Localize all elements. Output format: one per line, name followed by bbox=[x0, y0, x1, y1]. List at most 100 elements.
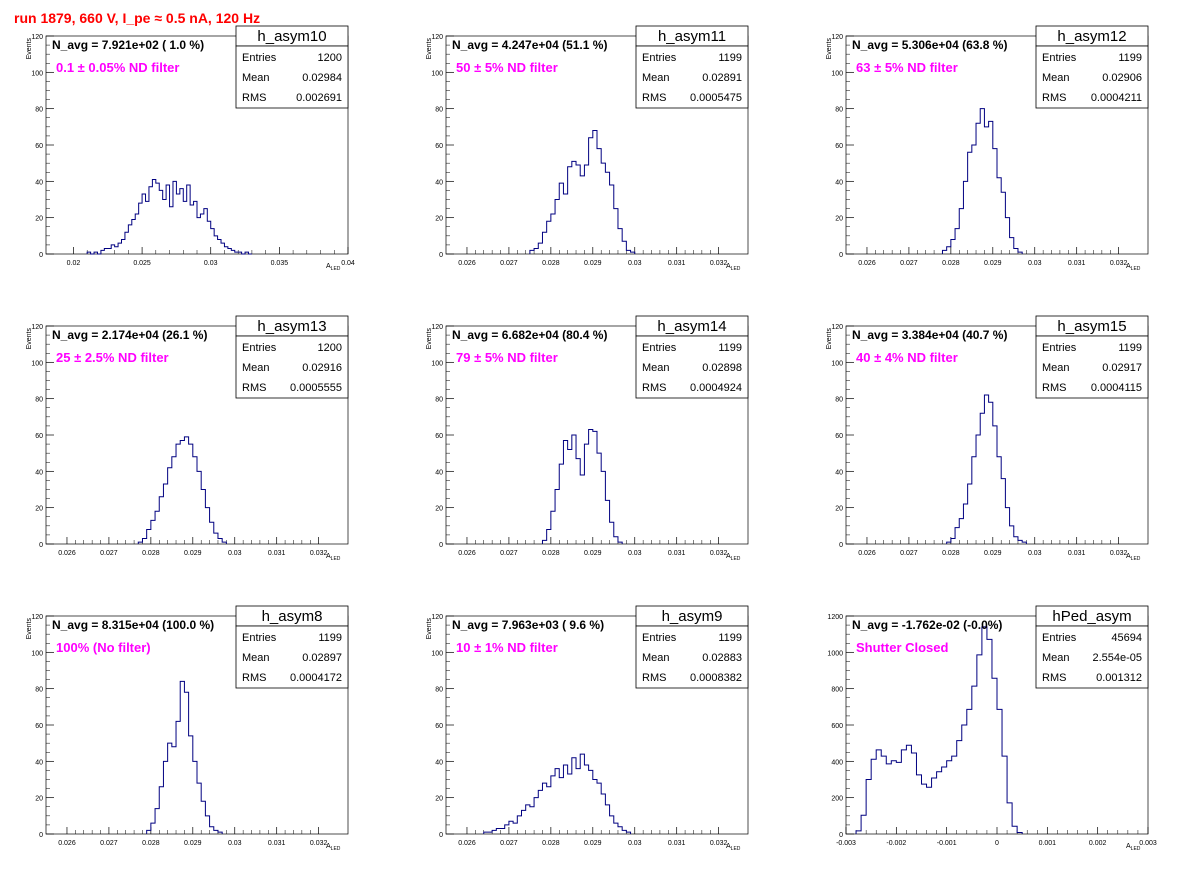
x-axis-label: ALED bbox=[1126, 263, 1141, 272]
stats-label: RMS bbox=[1042, 382, 1066, 394]
stats-label: RMS bbox=[242, 382, 266, 394]
stats-box bbox=[235, 625, 349, 689]
histogram-series bbox=[855, 626, 1023, 834]
x-tick-label: 0.03 bbox=[204, 260, 218, 267]
filter-annotation: Shutter Closed bbox=[856, 640, 949, 655]
filter-annotation: 0.1 ± 0.05% ND filter bbox=[56, 60, 179, 75]
stats-box bbox=[235, 45, 349, 109]
x-tick-label: 0.035 bbox=[271, 260, 289, 267]
stats-value: 0.02898 bbox=[702, 362, 742, 374]
stats-label: Mean bbox=[642, 652, 670, 664]
y-tick-label: 0 bbox=[839, 252, 843, 259]
y-tick-label: 80 bbox=[435, 397, 443, 404]
x-tick-label: -0.001 bbox=[937, 840, 957, 847]
y-tick-label: 120 bbox=[431, 324, 443, 331]
x-tick-label: 0.031 bbox=[668, 260, 686, 267]
stats-value: 0.0004211 bbox=[1091, 92, 1142, 104]
y-tick-label: 20 bbox=[35, 216, 43, 223]
y-tick-label: 0 bbox=[839, 832, 843, 839]
y-tick-label: 80 bbox=[35, 687, 43, 694]
x-tick-label: 0.029 bbox=[584, 550, 602, 557]
histogram-panel-h_asym9: 0 20 40 60 80 100 120 0.026 0.027 0.028 0.029 0.03 0… bbox=[426, 605, 749, 852]
x-tick-label: 0.026 bbox=[458, 840, 476, 847]
x-tick-label: 0.026 bbox=[458, 550, 476, 557]
histogram-series bbox=[541, 429, 623, 544]
stats-label: RMS bbox=[1042, 92, 1066, 104]
x-tick-label: 0.027 bbox=[900, 550, 918, 557]
y-tick-label: 100 bbox=[31, 650, 43, 657]
stats-value: 45694 bbox=[1111, 632, 1142, 644]
x-axis-label: ALED bbox=[1126, 843, 1141, 852]
y-tick-label: 100 bbox=[431, 70, 443, 77]
stats-value: 0.02897 bbox=[302, 652, 342, 664]
x-tick-label: 0.032 bbox=[310, 550, 328, 557]
y-tick-label: 100 bbox=[31, 360, 43, 367]
x-axis-label: ALED bbox=[726, 553, 741, 562]
x-tick-label: 0.04 bbox=[341, 260, 355, 267]
stats-label: Entries bbox=[242, 52, 277, 64]
stats-value: 0.0008382 bbox=[690, 672, 742, 684]
histogram-panel-h_asym15: 0 20 40 60 80 100 120 0.026 0.027 0.028 0.029 0.03 0… bbox=[826, 315, 1149, 562]
histogram-name: h_asym15 bbox=[1057, 318, 1126, 335]
navg-label: N_avg = 3.384e+04 (40.7 %) bbox=[852, 328, 1007, 342]
x-tick-label: 0.028 bbox=[942, 550, 960, 557]
y-tick-label: 120 bbox=[431, 34, 443, 41]
navg-label: N_avg = 8.315e+04 (100.0 %) bbox=[52, 618, 214, 632]
x-tick-label: 0 bbox=[995, 840, 999, 847]
stats-label: Entries bbox=[242, 632, 277, 644]
y-tick-label: 800 bbox=[831, 687, 843, 694]
stats-label: Entries bbox=[642, 52, 677, 64]
x-axis-label: ALED bbox=[726, 263, 741, 272]
x-tick-label: 0.027 bbox=[100, 840, 118, 847]
stats-value: 0.0004172 bbox=[290, 672, 342, 684]
x-tick-label: 0.031 bbox=[668, 550, 686, 557]
stats-label: RMS bbox=[1042, 672, 1066, 684]
stats-label: RMS bbox=[242, 92, 266, 104]
x-tick-label: 0.028 bbox=[542, 260, 560, 267]
stats-label: Entries bbox=[1042, 52, 1077, 64]
stats-label: RMS bbox=[642, 672, 666, 684]
x-tick-label: 0.028 bbox=[542, 840, 560, 847]
x-tick-label: 0.026 bbox=[858, 260, 876, 267]
x-axis-label: ALED bbox=[1126, 553, 1141, 562]
y-tick-label: 0 bbox=[839, 542, 843, 549]
stats-label: Mean bbox=[242, 652, 270, 664]
histogram-series bbox=[529, 129, 636, 254]
histogram-name: h_asym14 bbox=[657, 318, 726, 335]
x-tick-label: -0.003 bbox=[836, 840, 856, 847]
y-tick-label: 80 bbox=[835, 397, 843, 404]
x-tick-label: 0.031 bbox=[268, 550, 286, 557]
histogram-panel-h_asym14: 0 20 40 60 80 100 120 0.026 0.027 0.028 0.029 0.03 0… bbox=[426, 315, 749, 562]
x-tick-label: 0.029 bbox=[584, 840, 602, 847]
y-tick-label: 0 bbox=[439, 832, 443, 839]
stats-label: Entries bbox=[1042, 342, 1077, 354]
y-tick-label: 40 bbox=[435, 469, 443, 476]
y-tick-label: 80 bbox=[35, 107, 43, 114]
histogram-name: h_asym12 bbox=[1057, 28, 1126, 45]
filter-annotation: 40 ± 4% ND filter bbox=[856, 350, 958, 365]
stats-label: Mean bbox=[1042, 362, 1070, 374]
stats-box bbox=[1035, 45, 1149, 109]
y-tick-label: 80 bbox=[35, 397, 43, 404]
filter-annotation: 100% (No filter) bbox=[56, 640, 151, 655]
x-tick-label: 0.031 bbox=[1068, 550, 1086, 557]
x-tick-label: 0.028 bbox=[942, 260, 960, 267]
x-tick-label: 0.026 bbox=[58, 840, 76, 847]
x-tick-label: 0.031 bbox=[268, 840, 286, 847]
y-tick-label: 60 bbox=[435, 723, 443, 730]
x-axis-label: ALED bbox=[726, 843, 741, 852]
stats-box bbox=[235, 335, 349, 399]
x-tick-label: 0.027 bbox=[500, 840, 518, 847]
x-tick-label: 0.03 bbox=[628, 550, 642, 557]
x-tick-label: 0.001 bbox=[1039, 840, 1057, 847]
y-tick-label: 60 bbox=[435, 143, 443, 150]
histogram-series bbox=[946, 394, 1027, 544]
histogram-name: hPed_asym bbox=[1052, 608, 1131, 625]
histogram-name: h_asym11 bbox=[658, 28, 726, 45]
histogram-name: h_asym10 bbox=[257, 28, 326, 45]
x-tick-label: 0.03 bbox=[228, 840, 242, 847]
stats-label: Mean bbox=[242, 362, 270, 374]
x-tick-label: 0.003 bbox=[1139, 840, 1157, 847]
y-tick-label: 100 bbox=[31, 70, 43, 77]
histogram-name: h_asym8 bbox=[262, 608, 323, 625]
